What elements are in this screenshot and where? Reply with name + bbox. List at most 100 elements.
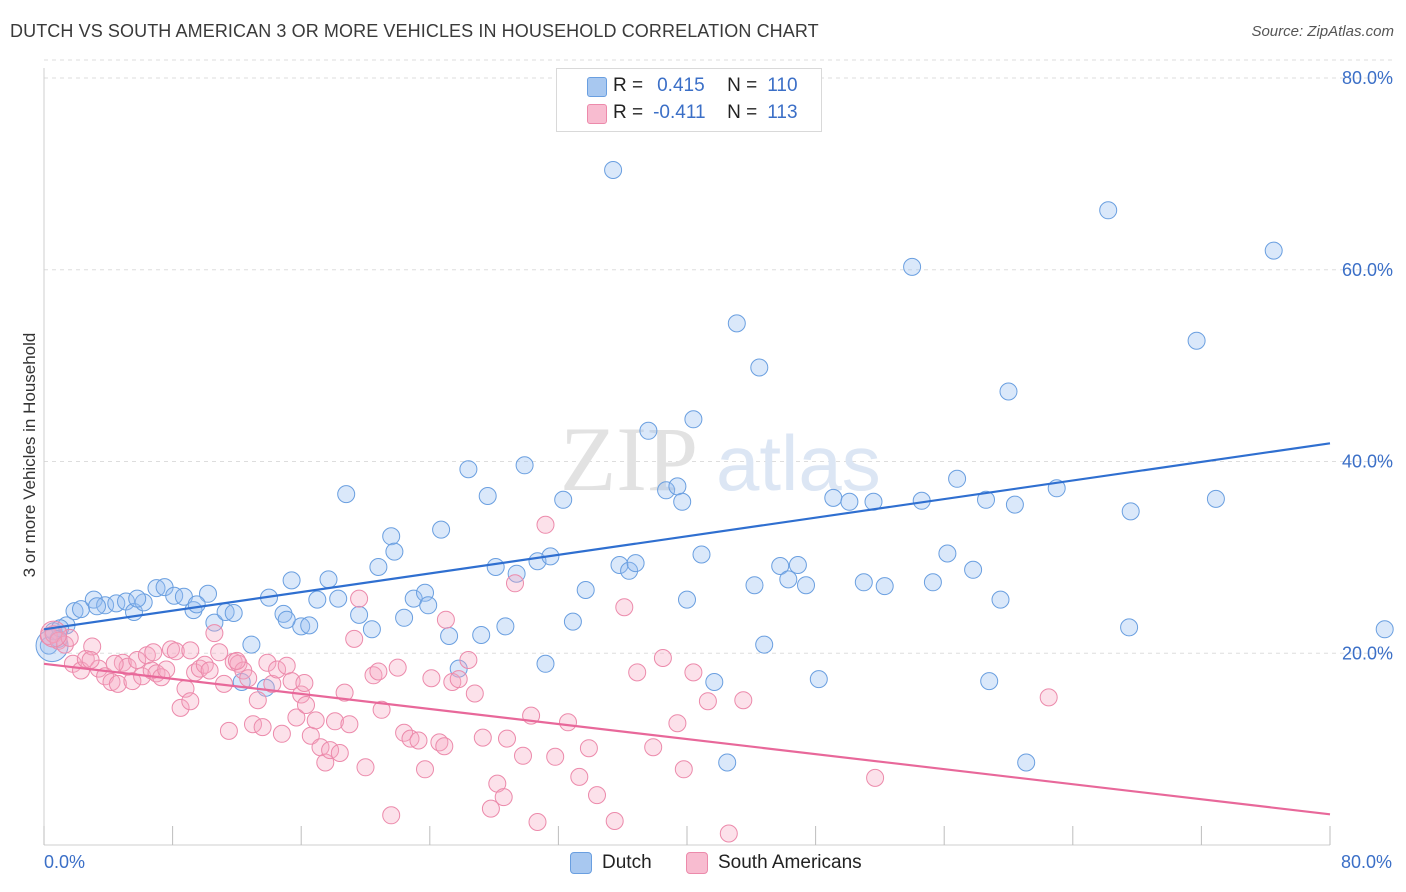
data-point bbox=[626, 554, 645, 573]
data-point bbox=[369, 558, 388, 576]
data-point bbox=[432, 520, 451, 539]
legend-swatch-dutch bbox=[587, 77, 607, 97]
data-point bbox=[449, 670, 468, 689]
source-label: Source: ZipAtlas.com bbox=[1251, 23, 1394, 40]
data-point bbox=[326, 712, 344, 731]
data-point bbox=[507, 564, 526, 583]
grid-lines bbox=[44, 59, 1392, 654]
data-point bbox=[496, 617, 515, 636]
legend-n-label: N = bbox=[727, 102, 758, 123]
data-point bbox=[171, 698, 190, 717]
data-point bbox=[498, 729, 516, 748]
data-point bbox=[165, 586, 184, 605]
data-point bbox=[903, 257, 922, 276]
data-point bbox=[319, 570, 338, 589]
chart-title: DUTCH VS SOUTH AMERICAN 3 OR MORE VEHICL… bbox=[10, 21, 819, 41]
data-point bbox=[295, 674, 314, 692]
data-point bbox=[416, 760, 434, 779]
data-point bbox=[105, 654, 124, 673]
data-point bbox=[205, 613, 224, 632]
data-point bbox=[719, 824, 738, 843]
data-point bbox=[88, 597, 106, 616]
data-point bbox=[60, 628, 79, 647]
data-point bbox=[356, 758, 375, 777]
data-point bbox=[668, 477, 687, 496]
data-point bbox=[199, 584, 217, 603]
trend-lines bbox=[43, 442, 1331, 816]
y-tick-label: 40.0% bbox=[1342, 452, 1393, 472]
data-point bbox=[187, 595, 206, 614]
data-point bbox=[797, 576, 815, 595]
data-point bbox=[242, 635, 261, 654]
data-point bbox=[938, 544, 957, 563]
data-point bbox=[788, 556, 807, 574]
data-point bbox=[515, 456, 534, 475]
data-point bbox=[1120, 618, 1139, 637]
data-point bbox=[653, 649, 672, 667]
data-point bbox=[1187, 331, 1206, 350]
data-point bbox=[459, 651, 478, 669]
data-point bbox=[123, 672, 142, 691]
legend-swatch-south-americans bbox=[587, 104, 607, 124]
data-point bbox=[854, 573, 873, 592]
data-point bbox=[181, 692, 200, 711]
data-point bbox=[779, 570, 798, 589]
data-point bbox=[395, 608, 414, 627]
data-point bbox=[684, 663, 703, 682]
y-tick-labels: 20.0% 40.0% 60.0% 80.0% bbox=[1342, 68, 1393, 663]
data-point bbox=[628, 663, 647, 682]
data-point bbox=[745, 576, 764, 595]
legend-r-value: -0.411 bbox=[653, 102, 706, 123]
data-point bbox=[300, 616, 319, 635]
data-point bbox=[306, 711, 325, 730]
data-point bbox=[382, 806, 401, 825]
data-point bbox=[875, 577, 894, 596]
trend-line-south-americans bbox=[43, 662, 1331, 816]
data-point bbox=[948, 469, 967, 488]
data-point bbox=[345, 629, 364, 648]
data-point bbox=[200, 661, 219, 680]
data-point bbox=[128, 651, 147, 669]
legend-r-label: R = bbox=[613, 75, 644, 96]
data-point bbox=[478, 487, 497, 505]
data-point bbox=[481, 799, 500, 818]
data-point bbox=[227, 651, 246, 670]
data-point bbox=[350, 605, 369, 624]
data-point bbox=[330, 744, 349, 762]
data-point bbox=[840, 492, 859, 511]
data-point bbox=[991, 590, 1010, 609]
data-point bbox=[964, 560, 983, 579]
legend-swatch-south-americans bbox=[686, 852, 708, 874]
data-point bbox=[579, 739, 598, 758]
data-point bbox=[620, 561, 639, 580]
data-point bbox=[506, 574, 524, 593]
data-point bbox=[210, 643, 229, 662]
data-point bbox=[144, 643, 163, 662]
legend-r-value: 0.415 bbox=[657, 75, 705, 96]
data-point bbox=[329, 589, 348, 608]
data-point bbox=[435, 737, 454, 756]
data-point bbox=[472, 626, 491, 644]
data-point bbox=[692, 545, 711, 564]
data-point bbox=[657, 481, 676, 500]
data-point bbox=[644, 738, 663, 757]
data-point bbox=[1375, 620, 1394, 639]
data-point bbox=[287, 708, 306, 727]
data-point bbox=[727, 314, 746, 333]
data-point bbox=[195, 655, 214, 674]
data-point bbox=[181, 641, 200, 660]
data-point bbox=[219, 721, 238, 740]
data-point bbox=[604, 161, 623, 179]
data-point bbox=[514, 746, 532, 765]
data-point bbox=[1039, 688, 1058, 707]
legend-n-value: 110 bbox=[767, 75, 798, 96]
data-point bbox=[282, 571, 301, 590]
data-point bbox=[335, 683, 354, 702]
data-point bbox=[40, 620, 68, 648]
legend-swatch-dutch bbox=[570, 852, 592, 874]
data-point bbox=[385, 542, 404, 561]
data-point bbox=[718, 753, 737, 772]
watermark-atlas: atlas bbox=[716, 419, 881, 507]
data-point bbox=[39, 636, 58, 655]
legend-label-dutch: Dutch bbox=[602, 852, 652, 873]
